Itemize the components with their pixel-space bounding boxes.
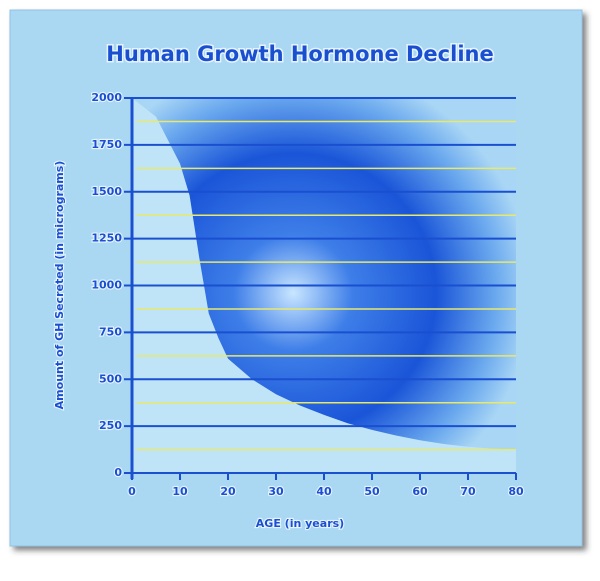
x-tick-label: 40 (316, 485, 332, 498)
x-tick-label: 80 (508, 485, 524, 498)
y-tick-label: 1000 (91, 279, 122, 292)
y-tick-label: 2000 (91, 91, 122, 104)
x-tick-label: 60 (412, 485, 428, 498)
x-tick-label: 30 (268, 485, 284, 498)
y-tick-label: 500 (99, 372, 122, 385)
y-tick-label: 1500 (91, 185, 122, 198)
y-tick-label: 1250 (91, 232, 122, 245)
x-axis-label: AGE (in years) (256, 517, 344, 530)
x-tick-label: 20 (220, 485, 236, 498)
y-tick-label: 0 (114, 466, 122, 479)
y-tick-label: 750 (99, 325, 122, 338)
y-axis-label: Amount of GH Secreted (in micrograms) (53, 161, 66, 410)
y-tick-label: 1750 (91, 138, 122, 151)
x-tick-label: 10 (172, 485, 188, 498)
y-tick-label: 250 (99, 419, 122, 432)
x-tick-label: 0 (128, 485, 136, 498)
x-tick-label: 50 (364, 485, 380, 498)
x-tick-label: 70 (460, 485, 476, 498)
chart-title: Human Growth Hormone Decline (106, 42, 493, 66)
